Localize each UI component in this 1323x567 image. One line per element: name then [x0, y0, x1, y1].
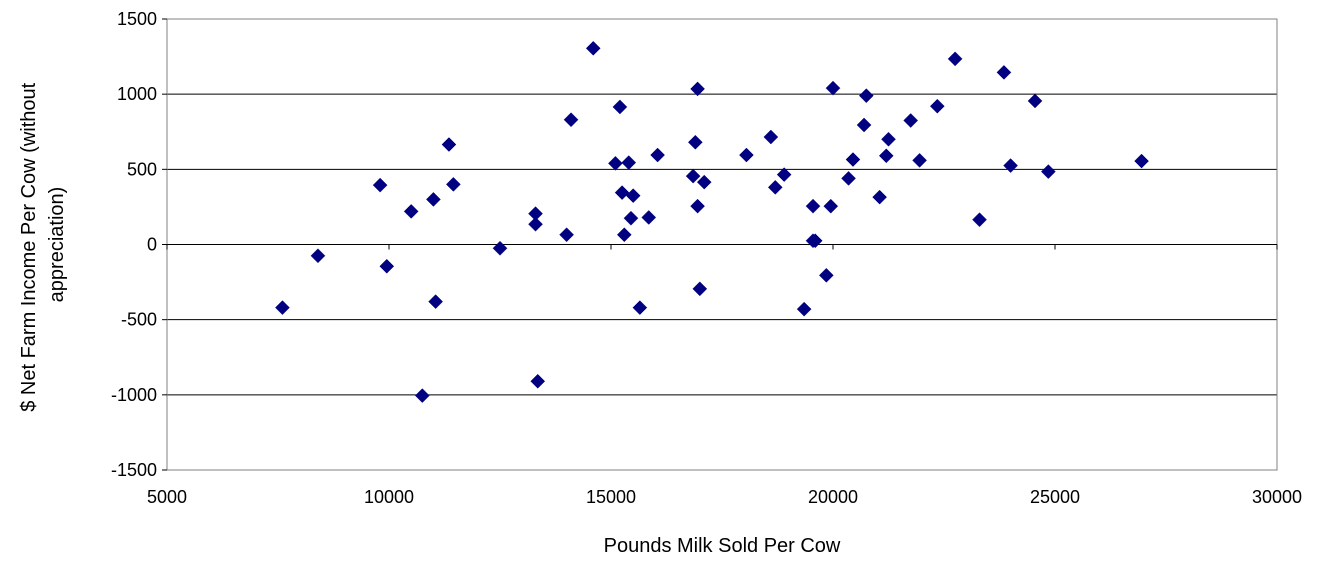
data-point [972, 212, 987, 228]
data-point [372, 177, 388, 193]
data-point [881, 131, 896, 147]
data-point [379, 258, 395, 274]
data-point [275, 300, 290, 315]
data-point [616, 227, 632, 243]
data-point [623, 210, 639, 226]
data-point [696, 174, 712, 190]
data-point [563, 112, 579, 128]
data-point [608, 155, 623, 171]
data-point [446, 177, 461, 192]
y-tick-label: 1000 [117, 84, 157, 104]
data-point [823, 198, 839, 214]
y-axis-ticks: -1500 -1000 -500 0 500 1000 1500 [111, 9, 167, 480]
data-point [818, 267, 834, 283]
data-point [621, 155, 637, 170]
data-point [641, 210, 657, 225]
data-point [796, 301, 812, 317]
data-point [947, 51, 963, 67]
x-tick-label: 15000 [586, 487, 636, 507]
data-point [776, 167, 792, 182]
data-point [996, 65, 1012, 80]
data-points [275, 40, 1149, 403]
data-point [310, 248, 326, 264]
data-point [1003, 158, 1018, 173]
data-point [807, 233, 823, 249]
y-tick-label: 1500 [117, 9, 157, 29]
data-point [903, 113, 919, 128]
data-point [614, 185, 630, 200]
data-point [1134, 153, 1149, 169]
x-tick-label: 5000 [147, 487, 187, 507]
data-point [585, 40, 601, 56]
data-point [841, 170, 856, 186]
y-tick-label: 0 [147, 235, 157, 255]
data-point [403, 204, 419, 219]
x-tick-label: 25000 [1030, 487, 1080, 507]
data-point [845, 152, 861, 167]
data-point [825, 80, 841, 96]
data-point [441, 137, 457, 152]
y-tick-label: -1500 [111, 460, 157, 480]
data-point [690, 81, 705, 97]
data-point [559, 227, 574, 243]
data-point [929, 98, 945, 114]
data-point [690, 198, 705, 214]
data-point [414, 388, 430, 403]
x-axis-title: Pounds Milk Sold Per Cow [604, 535, 841, 557]
data-point [688, 134, 703, 150]
data-point [872, 189, 887, 205]
data-point [612, 99, 628, 115]
data-point [912, 152, 927, 168]
data-point [692, 281, 708, 297]
data-point [805, 198, 821, 214]
y-tick-label: -1000 [111, 385, 157, 405]
data-point [632, 300, 648, 315]
data-point [878, 148, 894, 164]
data-point [625, 188, 641, 203]
y-axis-title-line-1: $ Net Farm Income Per Cow (without [18, 82, 40, 411]
data-point [528, 216, 543, 232]
data-point [650, 147, 665, 163]
x-tick-label: 30000 [1252, 487, 1302, 507]
data-point [685, 168, 701, 184]
x-tick-label: 10000 [364, 487, 414, 507]
data-point [858, 88, 874, 104]
y-axis-title-line-2: appreciation) [46, 187, 68, 303]
y-axis-title: $ Net Farm Income Per Cow (without appre… [18, 77, 68, 412]
data-point [1027, 93, 1043, 109]
data-point [856, 117, 872, 133]
y-tick-label: -500 [121, 310, 157, 330]
x-tick-label: 20000 [808, 487, 858, 507]
data-point [428, 294, 443, 309]
data-point [767, 180, 783, 195]
data-point [426, 192, 441, 207]
data-point [1040, 164, 1056, 179]
data-point [739, 147, 754, 163]
data-point [763, 129, 779, 145]
y-tick-label: 500 [127, 159, 157, 179]
data-point [530, 373, 546, 389]
x-axis-ticks: 5000 10000 15000 20000 25000 30000 [147, 244, 1302, 507]
data-point [492, 240, 508, 256]
